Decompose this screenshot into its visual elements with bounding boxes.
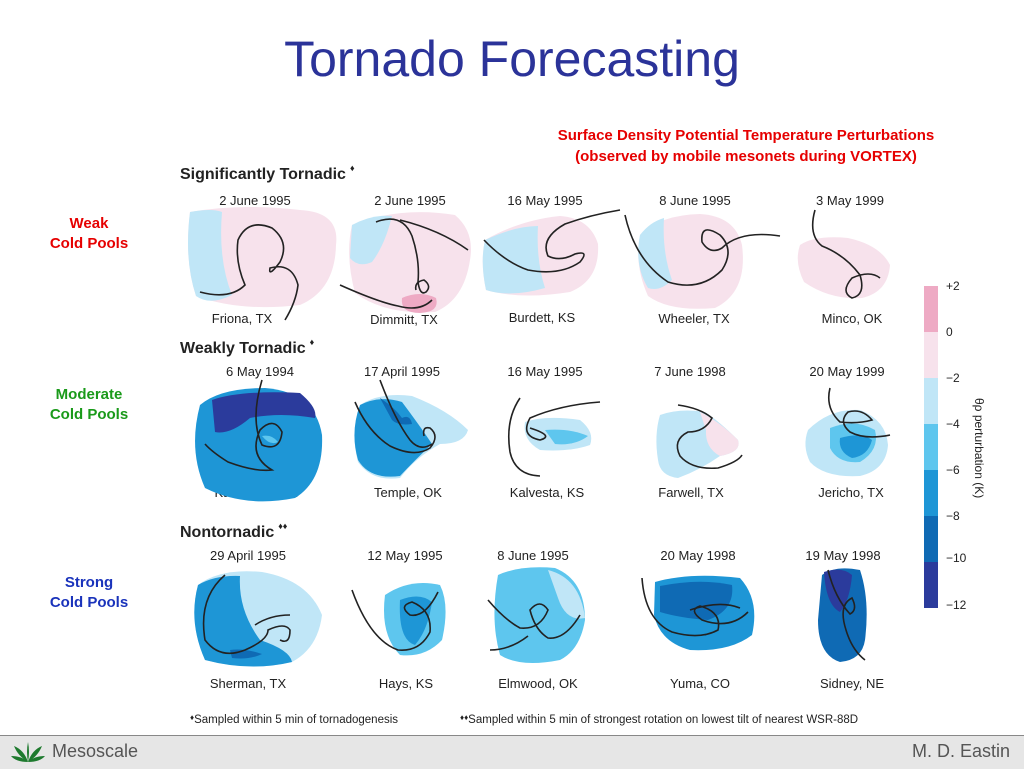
row-label-moderate: Moderate Cold Pools (24, 385, 154, 425)
group-heading-text: Significantly Tornadic (180, 166, 346, 183)
map-kaw-lake (195, 379, 323, 502)
map-friona (188, 206, 337, 321)
colorbar-tick: −6 (946, 463, 960, 477)
map-wheeler (624, 214, 781, 309)
row-label-moderate-line1: Moderate (55, 386, 123, 403)
colorbar-tick: −10 (946, 551, 967, 565)
case-place: Friona, TX (211, 311, 273, 326)
case-date: 12 May 1995 (367, 548, 443, 563)
case-date: 8 June 1995 (659, 193, 731, 208)
group-heading-weakly-tornadic: Weakly Tornadic ♦ (180, 337, 314, 358)
case-date: 17 April 1995 (364, 364, 440, 379)
group-heading-nontornadic: Nontornadic ♦♦ (180, 521, 287, 542)
case-place: Yuma, CO (670, 676, 730, 691)
case-date: 20 May 1999 (809, 364, 885, 379)
case-place: Dimmitt, TX (370, 312, 438, 327)
colorbar-tick: +2 (946, 279, 960, 293)
map-farwell (656, 404, 743, 478)
footnote-mark: ♦ (190, 713, 195, 722)
group-heading-mark: ♦ (349, 163, 355, 173)
colorbar-tick: −8 (946, 509, 960, 523)
row-label-strong: Strong Cold Pools (24, 573, 154, 613)
colorbar-label: θρ perturbation (K) (972, 398, 986, 499)
case-date: 7 June 1998 (654, 364, 726, 379)
group-heading-text: Weakly Tornadic (180, 340, 306, 357)
map-hays (351, 582, 446, 656)
case-place: Minco, OK (821, 311, 883, 326)
colorbar-band (924, 516, 938, 562)
map-yuma (641, 575, 755, 651)
colorbar-tick: −2 (946, 371, 960, 385)
map-jericho (805, 387, 891, 477)
case-place: Burdett, KS (508, 310, 576, 325)
row-label-weak-line1: Weak (69, 215, 109, 232)
case-date: 2 June 1995 (374, 193, 446, 208)
map-sidney (818, 568, 867, 662)
row-label-weak: Weak Cold Pools (24, 214, 154, 254)
map-elmwood (487, 567, 585, 664)
colorbar-band (924, 562, 938, 608)
case-place: Hays, KS (378, 676, 434, 691)
row-label-moderate-line2: Cold Pools (49, 406, 129, 423)
leaf-logo-icon (11, 742, 45, 762)
group-heading-significantly-tornadic: Significantly Tornadic ♦ (180, 163, 355, 184)
perturbation-maps (188, 206, 891, 667)
perturbation-colorbar (924, 286, 938, 608)
subtitle-line-1: Surface Density Potential Temperature Pe… (557, 127, 935, 144)
group-heading-mark: ♦ (309, 337, 315, 347)
case-date: 19 May 1998 (805, 548, 881, 563)
case-place: Kalvesta, KS (509, 485, 585, 500)
group-heading-mark: ♦♦ (278, 521, 288, 531)
footer-author: M. D. Eastin (911, 741, 1010, 761)
footnote-double: ♦♦Sampled within 5 min of strongest rota… (460, 713, 858, 726)
colorbar-band (924, 286, 938, 332)
colorbar-band (924, 424, 938, 470)
case-place: Sidney, NE (819, 676, 885, 691)
row-label-strong-line2: Cold Pools (49, 594, 129, 611)
footnote-text: Sampled within 5 min of strongest rotati… (468, 714, 859, 726)
map-dimmitt (339, 212, 471, 313)
colorbar-tick: −12 (946, 598, 967, 612)
colorbar-tick: 0 (946, 325, 953, 339)
case-date: 2 June 1995 (219, 193, 291, 208)
case-place: Jericho, TX (818, 485, 884, 500)
footer-course-name: Mesoscale (52, 741, 139, 761)
case-date: 16 May 1995 (507, 193, 583, 208)
case-place: Sherman, TX (209, 676, 287, 691)
footnote-single: ♦Sampled within 5 min of tornadogenesis (190, 713, 398, 726)
colorbar-band (924, 378, 938, 424)
map-sherman (194, 571, 322, 667)
case-place: Temple, OK (374, 485, 442, 500)
case-date: 20 May 1998 (660, 548, 736, 563)
case-place: Elmwood, OK (498, 676, 578, 691)
map-minco (797, 209, 890, 299)
case-date: 6 May 1994 (226, 364, 294, 379)
figure-subtitle: Surface Density Potential Temperature Pe… (520, 125, 972, 167)
case-date: 16 May 1995 (507, 364, 583, 379)
map-kalvesta (507, 397, 601, 477)
case-date: 29 April 1995 (210, 548, 286, 563)
subtitle-line-2: (observed by mobile mesonets during VORT… (575, 148, 917, 165)
slide-title: Tornado Forecasting (284, 31, 740, 87)
colorbar-tick: −4 (946, 417, 960, 431)
row-label-strong-line1: Strong (64, 574, 114, 591)
case-place: Wheeler, TX (658, 311, 730, 326)
slide-footer (0, 735, 1024, 769)
case-date: 8 June 1995 (497, 548, 569, 563)
group-heading-text: Nontornadic (180, 524, 275, 541)
case-place: Farwell, TX (658, 485, 724, 500)
map-burdett (482, 209, 621, 296)
footnote-text: Sampled within 5 min of tornadogenesis (194, 714, 399, 726)
footnote-mark: ♦♦ (460, 713, 469, 722)
colorbar-band (924, 332, 938, 378)
map-temple (354, 379, 468, 479)
row-label-weak-line2: Cold Pools (49, 235, 129, 252)
colorbar-band (924, 470, 938, 516)
case-date: 3 May 1999 (816, 193, 884, 208)
